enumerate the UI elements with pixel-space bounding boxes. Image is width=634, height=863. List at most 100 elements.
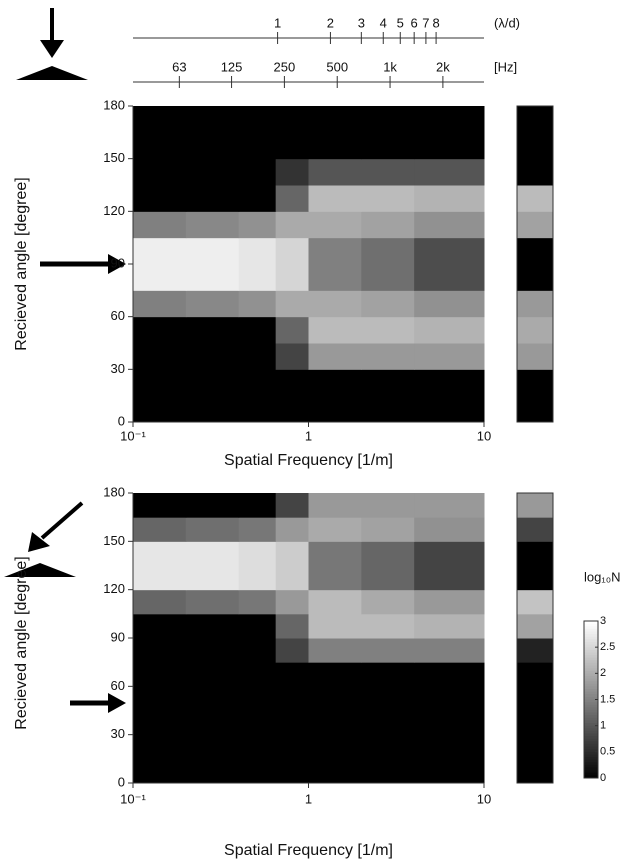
colorbar-step: [584, 691, 598, 695]
colorbar-step: [584, 636, 598, 640]
colorbar-tick-label: 0: [600, 772, 606, 784]
y-tick-label: 30: [111, 726, 125, 741]
y-tick-label: 120: [103, 581, 125, 596]
heatmap-cell: [308, 316, 362, 344]
heatmap-cell: [185, 638, 240, 663]
angular-cell: [517, 264, 553, 291]
colorbar-step: [584, 759, 598, 763]
top-tick-label: 1: [274, 15, 281, 30]
heatmap-cell: [275, 132, 309, 160]
colorbar-step: [584, 775, 598, 779]
heatmap-cell: [275, 264, 309, 291]
colorbar-step: [584, 749, 598, 753]
heatmap-cell: [133, 613, 187, 639]
y-tick-label: 0: [118, 774, 125, 789]
heatmap-cell: [185, 517, 240, 542]
heatmap-cell: [185, 686, 240, 711]
colorbar-step: [584, 678, 598, 682]
heatmap-cell: [185, 158, 240, 186]
heatmap-cell: [238, 589, 277, 615]
heatmap-cell: [275, 237, 309, 265]
heatmap-cell: [275, 290, 309, 318]
heatmap-cell: [308, 638, 362, 663]
colorbar-step: [584, 623, 598, 627]
heatmap-cell: [185, 343, 240, 370]
colorbar-tick-label: 1: [600, 720, 606, 732]
heatmap-cell: [414, 734, 485, 760]
top-tick-label: 6: [411, 15, 418, 30]
heatmap-cell: [185, 541, 240, 566]
heatmap-cell: [238, 734, 277, 760]
heatmap-cell: [414, 185, 485, 212]
heatmap-cell: [185, 710, 240, 736]
colorbar-step: [584, 649, 598, 653]
y-tick-label: 150: [103, 150, 125, 165]
heatmap-cell: [238, 290, 277, 318]
heatmap-cell: [133, 132, 187, 160]
colorbar-step: [584, 626, 598, 630]
strip-frame: [516, 105, 554, 423]
heatmap-cell: [308, 662, 362, 687]
heatmap-cell: [238, 264, 277, 291]
heatmap-cell: [238, 686, 277, 711]
top-tick-label: 4: [380, 15, 387, 30]
heatmap-cell: [414, 211, 485, 239]
colorbar-step: [584, 686, 598, 690]
colorbar-step: [584, 709, 598, 714]
heatmap-cell: [414, 237, 485, 265]
heatmap-cell: [414, 369, 485, 397]
heatmap-cell: [414, 395, 485, 423]
heatmap-cell: [275, 686, 309, 711]
heatmap-cell: [361, 565, 415, 591]
colorbar-label: log₁₀N: [584, 569, 621, 584]
heatmap-cell: [238, 158, 277, 186]
heatmap-cell: [238, 185, 277, 212]
y-tick-label: 180: [103, 484, 125, 499]
colorbar-step: [584, 665, 598, 669]
heatmap-cell: [308, 686, 362, 711]
heatmap-cell: [275, 343, 309, 370]
colorbar-step: [584, 652, 598, 656]
heatmap-cell: [361, 237, 415, 265]
heatmap-cell: [133, 369, 187, 397]
heatmap-cell: [414, 613, 485, 639]
y-tick-label: 60: [111, 678, 125, 693]
heatmap-cell: [133, 710, 187, 736]
heatmap-cell: [308, 343, 362, 370]
heatmap-cell: [185, 493, 240, 518]
heatmap-cell: [361, 686, 415, 711]
heatmap-cell: [133, 662, 187, 687]
colorbar-step: [584, 668, 598, 672]
heatmap-cell: [185, 613, 240, 639]
heatmap-cell: [275, 758, 309, 784]
heatmap-cell: [133, 211, 187, 239]
heatmap-cell: [185, 185, 240, 212]
heatmap-cell: [308, 758, 362, 784]
colorbar-step: [584, 725, 598, 729]
top-tick-label: 3: [358, 15, 365, 30]
top-axis-unit: [Hz]: [494, 59, 517, 74]
angular-cell: [517, 132, 553, 160]
y-axis-title: Recieved angle [degree]: [13, 177, 30, 350]
y-tick-label: 60: [111, 308, 125, 323]
angular-cell: [517, 237, 553, 265]
colorbar-step: [584, 702, 598, 706]
colorbar-step: [584, 628, 598, 632]
heatmap-cell: [414, 541, 485, 566]
angular-cell: [517, 686, 553, 711]
heatmap-cell: [308, 211, 362, 239]
heatmap-cell: [275, 517, 309, 542]
heatmap-cell: [361, 290, 415, 318]
heatmap-cell: [308, 395, 362, 423]
heatmap-cell: [414, 565, 485, 591]
colorbar-step: [584, 631, 598, 635]
heatmap-cell: [238, 493, 277, 518]
heatmap-cell: [308, 369, 362, 397]
heatmap-cell: [275, 565, 309, 591]
heatmap-cell: [185, 106, 240, 133]
colorbar-step: [584, 751, 598, 755]
heatmap-cell: [185, 662, 240, 687]
heatmap-cell: [308, 106, 362, 133]
heatmap-cell: [275, 493, 309, 518]
y-tick-label: 30: [111, 361, 125, 376]
